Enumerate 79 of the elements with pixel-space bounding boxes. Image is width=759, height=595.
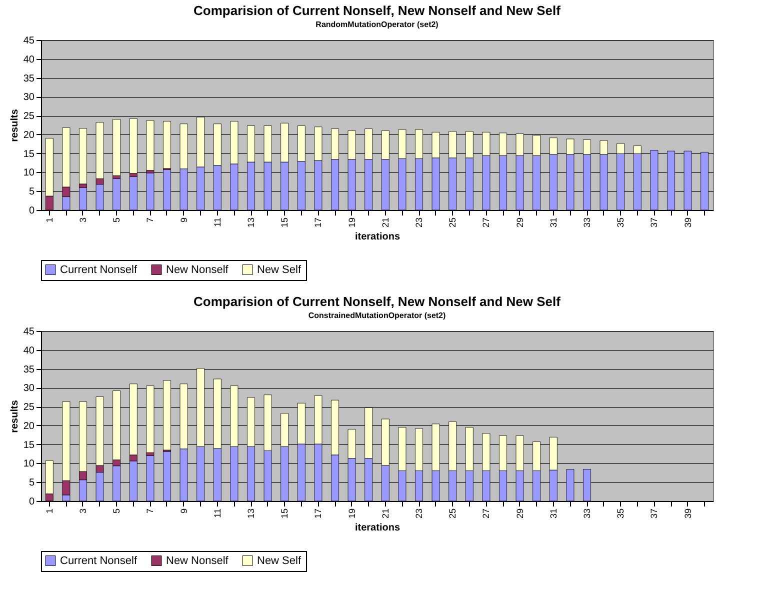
x-tick-label: 5 [112, 508, 122, 514]
x-tick-label: 39 [682, 508, 693, 519]
y-tick-label: 40 [23, 345, 35, 356]
x-tick-label: 5 [112, 218, 122, 223]
x-tick-label: 7 [145, 508, 156, 514]
x-tick-label: 19 [346, 218, 357, 228]
y-tick-label: 5 [28, 478, 35, 489]
x-tick-label: 3 [78, 218, 88, 223]
x-tick-label: 21 [380, 508, 390, 519]
x-tick-label: 9 [178, 508, 189, 514]
x-tick-label: 7 [145, 218, 156, 223]
x-tick-label: 25 [448, 218, 458, 228]
y-tick-label: 10 [23, 458, 35, 470]
x-tick-label: 17 [313, 508, 324, 519]
y-tick-label: 10 [23, 168, 35, 179]
x-tick-label: 19 [346, 508, 357, 519]
x-tick-label: 35 [616, 218, 626, 228]
x-tick-label: 37 [649, 508, 660, 519]
x-tick-label: 15 [280, 508, 290, 519]
bar [112, 119, 121, 176]
x-tick-label: 31 [548, 218, 558, 228]
y-tick-label: 15 [23, 440, 35, 451]
x-tick-label: 39 [682, 218, 693, 228]
x-tick-label: 1 [44, 218, 54, 223]
x-tick-label: 27 [481, 508, 492, 519]
y-tick-label: 45 [23, 36, 35, 46]
legend-label: New Self [257, 554, 302, 567]
y-tick-label: 20 [23, 130, 35, 141]
x-tick-label: 35 [616, 508, 626, 519]
y-tick-label: 30 [23, 92, 35, 104]
chart-title: Comparision of Current Nonself, New Nonself and New Self [194, 3, 562, 18]
x-tick-label: 29 [514, 218, 525, 228]
y-tick-label: 0 [28, 206, 35, 216]
chart-subtitle: ConstrainedMutationOperator (set2) [308, 311, 446, 320]
y-tick-label: 15 [23, 148, 35, 160]
y-tick-label: 20 [23, 420, 35, 432]
x-tick-label: 11 [212, 508, 222, 518]
x-tick-label: 31 [548, 508, 558, 519]
y-tick-label: 25 [23, 111, 35, 122]
x-tick-label: 33 [582, 508, 592, 519]
x-axis-title: iterations [354, 232, 400, 243]
x-axis-title: iterations [354, 522, 400, 534]
x-tick-label: 15 [280, 218, 290, 228]
y-tick-label: 40 [23, 54, 35, 66]
chart-subtitle: RandomMutationOperator (set2) [316, 20, 439, 29]
y-axis-title: results [9, 400, 20, 433]
y-tick-label: 30 [23, 383, 35, 394]
legend-label: New Self [257, 264, 302, 276]
x-tick-label: 21 [380, 218, 390, 228]
x-tick-label: 13 [246, 508, 256, 519]
x-tick-label: 37 [649, 218, 660, 228]
x-tick-label: 3 [78, 508, 88, 514]
bar [79, 128, 87, 184]
bar [129, 118, 138, 174]
legend-label: Current Nonself [60, 554, 138, 567]
bar [146, 120, 154, 171]
x-tick-label: 23 [414, 508, 424, 519]
legend-label: New Nonself [166, 554, 230, 567]
y-tick-label: 0 [28, 496, 35, 508]
bar [146, 386, 154, 453]
y-tick-label: 5 [28, 186, 35, 198]
legend-label: New Nonself [166, 264, 230, 276]
y-tick-label: 25 [23, 402, 35, 414]
y-tick-label: 35 [23, 364, 35, 376]
legend-label: Current Nonself [60, 264, 138, 276]
y-tick-label: 35 [23, 73, 35, 84]
y-tick-label: 45 [23, 326, 35, 338]
x-tick-label: 17 [313, 218, 324, 228]
x-tick-label: 23 [414, 218, 424, 228]
y-axis-title: results [9, 108, 20, 142]
x-tick-label: 29 [514, 508, 525, 519]
x-tick-label: 25 [448, 508, 458, 519]
x-tick-label: 27 [481, 218, 492, 228]
x-tick-label: 1 [44, 508, 54, 514]
chart-title: Comparision of Current Nonself, New Nonself and New Self [194, 294, 562, 309]
x-tick-label: 9 [178, 218, 189, 223]
x-tick-label: 33 [582, 218, 592, 228]
x-tick-label: 11 [212, 218, 222, 227]
x-tick-label: 13 [246, 218, 256, 228]
